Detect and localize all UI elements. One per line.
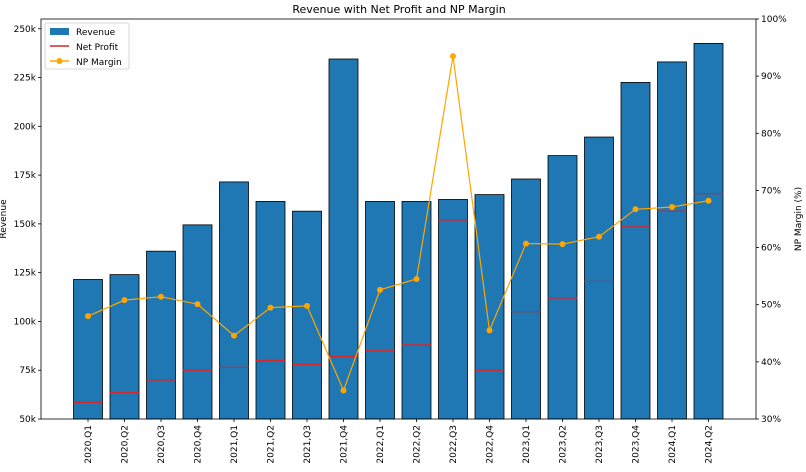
y-tick-label: 225k: [14, 74, 37, 84]
np-margin-point: [669, 204, 675, 210]
x-tick-label: 2021,Q3: [303, 425, 313, 464]
np-margin-point: [632, 206, 639, 213]
np-margin-point: [85, 313, 91, 320]
revenue-bar: [328, 58, 359, 420]
y-tick-label: 175k: [14, 171, 37, 181]
revenue-bar: [401, 201, 432, 420]
np-margin-point: [705, 197, 712, 204]
chart-title: Revenue with Net Profit and NP Margin: [292, 3, 505, 16]
revenue-bar: [657, 61, 687, 420]
legend-np-margin-marker: [56, 58, 63, 64]
x-tick-label: 2022,Q4: [486, 425, 496, 464]
x-tick-label: 2022,Q3: [449, 425, 459, 464]
np-margin-point: [304, 302, 310, 309]
y2-tick-label: 100%: [761, 15, 787, 25]
np-margin-point: [413, 276, 420, 282]
np-margin-point: [596, 233, 602, 240]
x-tick-label: 2023,Q2: [559, 425, 569, 464]
revenue-bar: [146, 250, 176, 420]
y2-tick-label: 50%: [761, 301, 781, 311]
np-margin-point: [231, 332, 237, 339]
y-tick-label: 75k: [19, 366, 36, 376]
revenue-bar: [620, 82, 651, 420]
x-tick-label: 2023,Q1: [522, 425, 532, 464]
x-tick-label: 2022,Q2: [413, 425, 423, 464]
y2-tick-label: 70%: [761, 186, 781, 196]
np-margin-point: [486, 327, 493, 334]
plot-frame: [40, 18, 757, 420]
revenue-bar: [511, 178, 541, 420]
revenue-bar: [547, 155, 578, 420]
revenue-bar: [584, 136, 614, 420]
y-tick-label: 50k: [19, 415, 36, 425]
y2-tick-label: 60%: [761, 244, 781, 254]
x-tick-label: 2020,Q4: [194, 425, 204, 464]
y-tick-label: 150k: [14, 220, 37, 230]
revenue-bar: [73, 279, 103, 420]
revenue-bar: [693, 42, 724, 420]
y2-tick-label: 30%: [761, 415, 781, 425]
plot-area: 50k 75k 100k 125k 150k 175k 200k 225k 250k 30% 40%…: [14, 15, 788, 464]
np-margin-point: [559, 241, 566, 248]
np-margin-point: [450, 53, 456, 60]
revenue-bar: [219, 181, 249, 420]
x-tick-label: 2020,Q2: [121, 425, 131, 464]
np-margin-line: [87, 56, 709, 393]
x-tick-label: 2021,Q4: [340, 425, 350, 464]
x-tick-label: 2020,Q3: [157, 425, 167, 464]
y2-axis-label: NP Margin (%): [794, 187, 804, 251]
np-margin-point: [158, 293, 164, 300]
revenue-bar: [365, 201, 395, 420]
y-axis-label: Revenue: [0, 199, 9, 239]
x-tick-label: 2024,Q1: [668, 425, 678, 464]
np-margin-point: [340, 387, 347, 394]
x-tick-label: 2023,Q4: [632, 425, 642, 464]
x-tick-label: 2020,Q1: [84, 425, 94, 464]
x-tick-label: 2021,Q2: [267, 425, 277, 464]
y-tick-label: 250k: [14, 25, 37, 35]
y-tick-label: 125k: [14, 269, 37, 279]
revenue-bar: [438, 199, 468, 420]
np-margin-point: [523, 240, 529, 247]
revenue-bar: [292, 210, 322, 420]
legend: Revenue Net Profit NP Margin: [44, 22, 130, 70]
legend-revenue-swatch: [50, 28, 69, 35]
y-tick-label: 200k: [14, 122, 37, 132]
y2-tick-label: 40%: [761, 358, 781, 368]
legend-entry-label: Revenue: [76, 28, 116, 38]
np-margin-point: [121, 297, 128, 304]
x-tick-label: 2024,Q2: [705, 425, 715, 464]
revenue-bar: [109, 274, 140, 420]
revenue-bar: [182, 224, 213, 420]
np-margin-point: [267, 304, 274, 311]
legend-entry-label: Net Profit: [76, 43, 119, 53]
x-tick-label: 2021,Q1: [230, 425, 240, 464]
np-margin-point: [377, 286, 383, 293]
np-margin-point: [194, 301, 201, 308]
legend-entry-label: NP Margin: [76, 58, 122, 68]
y2-tick-label: 90%: [761, 72, 781, 82]
y2-tick-label: 80%: [761, 129, 781, 139]
x-tick-label: 2022,Q1: [376, 425, 386, 464]
y-tick-label: 100k: [14, 317, 37, 327]
x-tick-label: 2023,Q3: [595, 425, 605, 464]
